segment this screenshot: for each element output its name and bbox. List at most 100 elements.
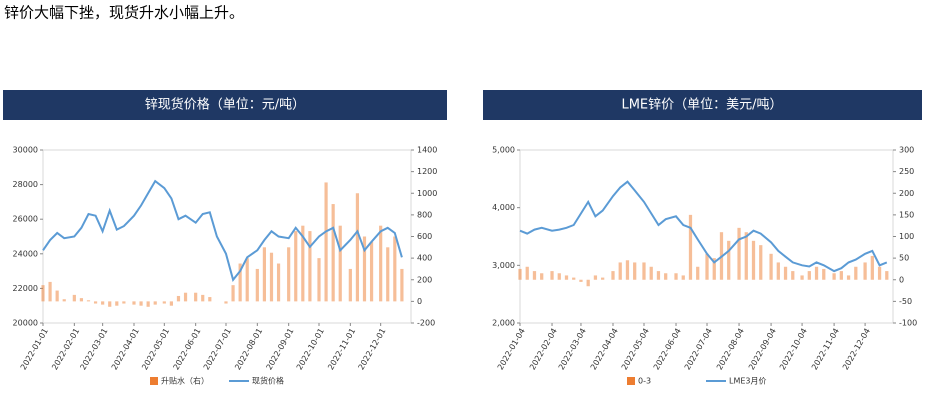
bar [791,271,795,280]
bar [593,275,598,280]
x-tick-label: 2022-08-04 [715,327,746,372]
bar [108,301,112,307]
bar [208,297,212,302]
bar [115,301,119,306]
y-tick-label: 26000 [13,215,38,224]
y2-tick-label: 1400 [417,146,437,155]
bar [238,263,242,302]
y2-tick-label: 600 [417,232,432,241]
bar [72,294,76,302]
bar [664,273,668,280]
x-tick-label: 2022-02-04 [528,327,559,372]
bar [41,285,45,302]
y2-tick-label: 800 [417,210,432,219]
y2-tick-label: -200 [417,319,435,328]
x-tick-label: 2022-06-04 [652,327,683,372]
bar [822,268,826,280]
bar [625,260,630,280]
y2-tick-label: 150 [899,210,914,219]
bar [744,232,748,280]
y-tick-label: 24000 [13,249,38,258]
bar [814,266,819,280]
legend-swatch [150,377,158,385]
x-tick-label: 2022-07-01 [202,327,233,372]
bar [348,268,352,302]
line [519,180,888,273]
bar [618,262,622,280]
bar [231,285,235,302]
y-tick-label: 22000 [13,284,38,293]
bar [338,225,342,302]
y2-tick-label: 100 [899,232,914,241]
x-tick-label: 2022-01-04 [496,327,527,372]
bar [854,266,858,280]
legend-swatch [627,377,635,385]
bar [751,240,756,280]
bar [355,193,360,302]
bar [877,266,882,280]
bar [611,271,615,280]
y-tick-label: 2,000 [492,319,515,328]
bar [262,247,266,302]
bar [287,247,291,302]
x-tick-label: 2022-04-01 [110,327,141,372]
bar [783,266,788,280]
y-tick-label: 20000 [13,319,38,328]
bar [705,253,709,280]
x-tick-label: 2022-05-04 [620,327,651,372]
legend-label: LME3月价 [729,377,767,386]
bar [727,240,731,280]
bar [176,295,181,302]
bar [712,258,716,280]
bar [122,301,126,304]
x-tick-label: 2022-02-01 [50,327,81,372]
y2-tick-label: -50 [899,297,912,306]
x-tick-label: 2022-05-01 [140,327,171,372]
bar [362,236,367,302]
bar [572,277,576,280]
bar [146,301,150,307]
bar [153,301,157,305]
bar [269,252,274,302]
bar [846,275,851,280]
bar [656,271,661,280]
bar [101,301,105,305]
bar [586,279,590,287]
body-text: 锌价大幅下挫，现货升水小幅上升。 [4,4,244,22]
bar [294,231,298,302]
bar [525,266,529,280]
bar [649,266,653,280]
x-tick-label: 2022-11-04 [810,327,841,372]
bar [540,273,544,280]
bar [194,292,198,302]
x-tick-label: 2022-06-01 [172,327,203,372]
bar [169,301,173,306]
bar [245,258,249,302]
plot-frame [519,149,894,324]
y-tick-label: 30000 [13,146,38,155]
legend-label: 现货价格 [252,376,284,386]
bar [688,214,693,280]
bar [885,271,889,280]
x-tick-label: 2022-07-04 [683,327,714,372]
x-tick-label: 2022-12-04 [841,327,872,372]
y2-tick-label: 0 [899,275,904,284]
title-bar [483,90,922,120]
bar [324,182,328,302]
bar [255,268,259,302]
bar [379,225,383,302]
bar [681,275,685,280]
y2-tick-label: 250 [899,167,914,176]
y2-tick-label: 50 [899,254,909,263]
y2-tick-label: 300 [899,146,914,155]
bar [369,241,374,302]
bar [86,300,91,302]
y2-tick-label: 200 [899,189,914,198]
bar [183,292,188,302]
x-tick-label: 2022-11-01 [326,327,357,372]
bar [839,271,843,280]
bar [579,279,583,282]
x-tick-label: 2022-09-01 [265,327,296,372]
bar [79,298,84,302]
